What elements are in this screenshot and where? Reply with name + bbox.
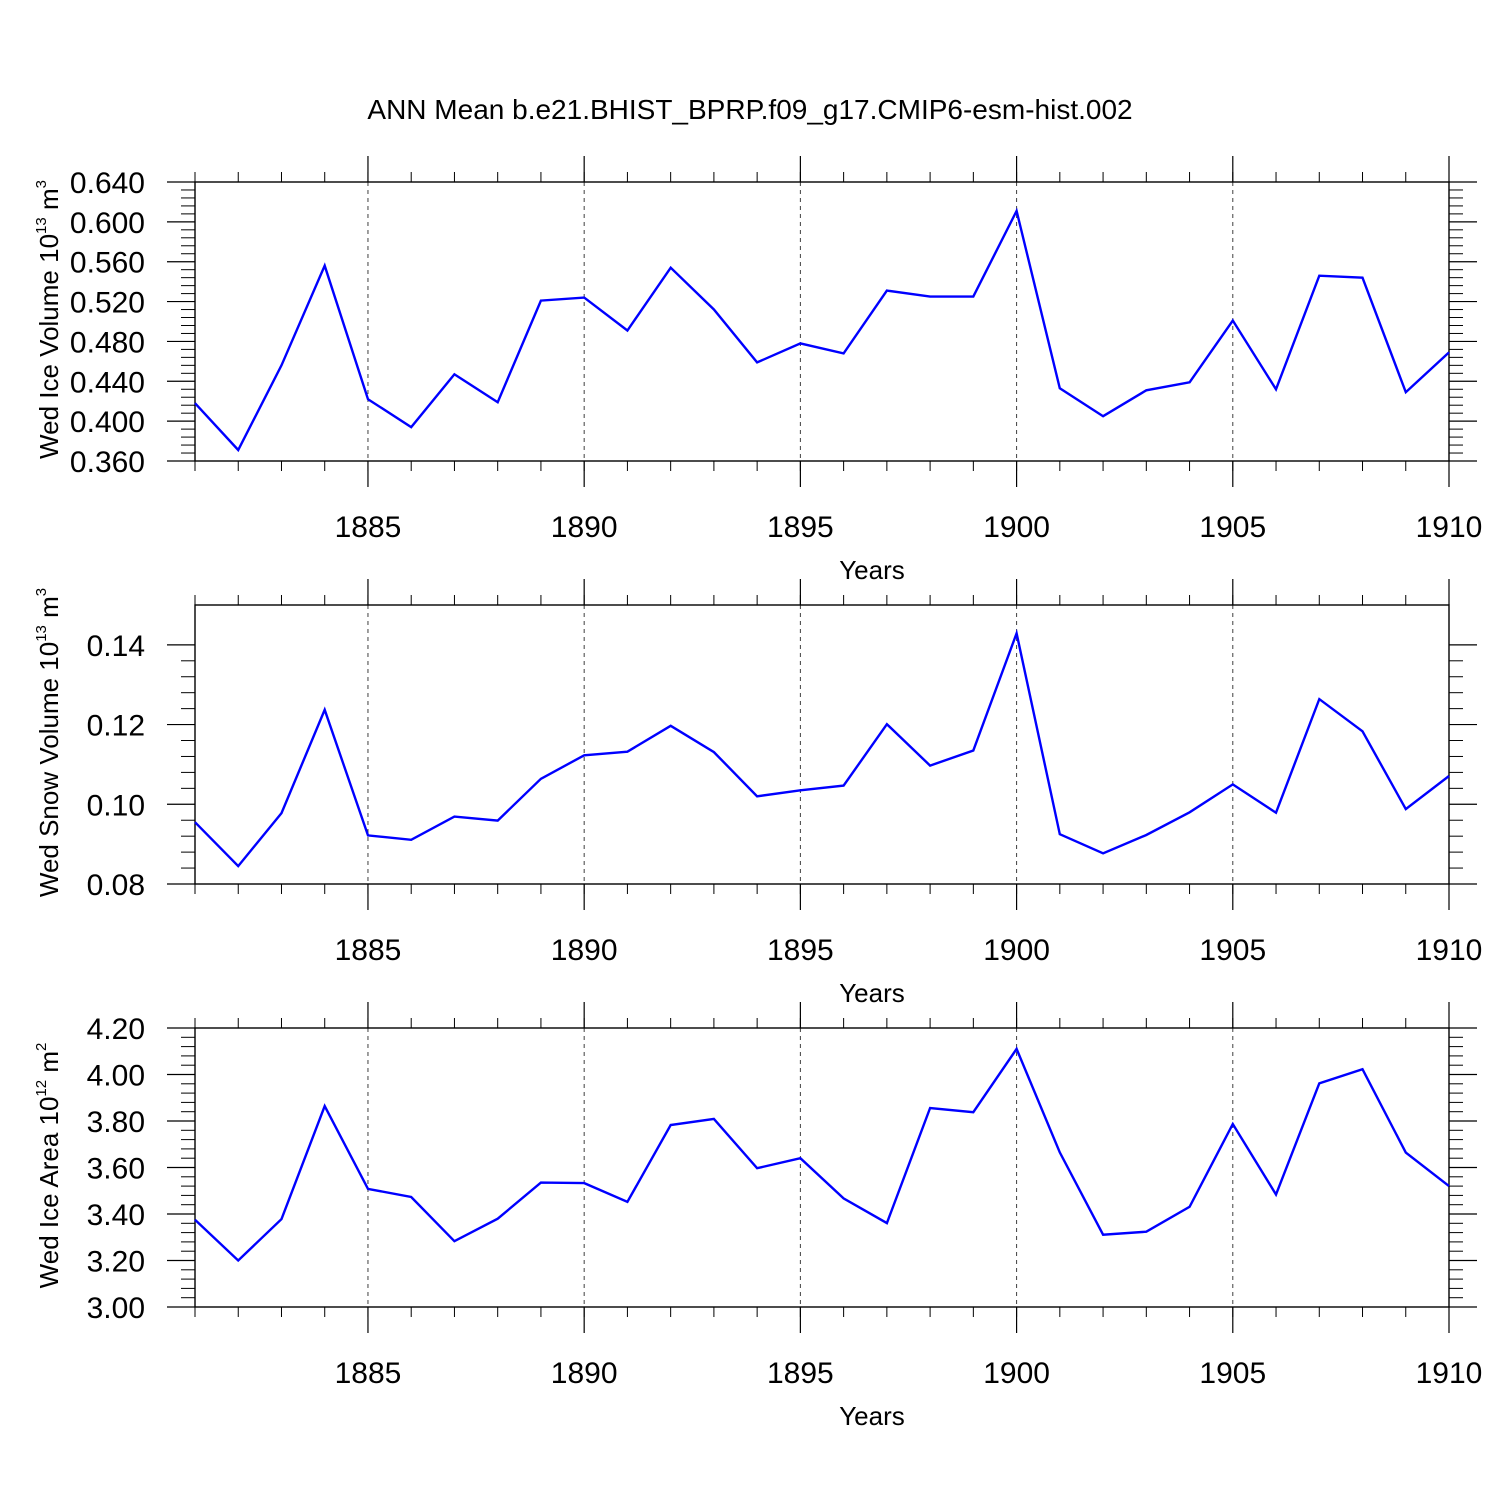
y-tick-label: 3.00 (87, 1292, 145, 1325)
y-tick-label: 0.520 (70, 287, 145, 320)
series-line (194, 1046, 1450, 1263)
x-tick-label: 1900 (983, 511, 1050, 544)
x-tick-label: 1910 (1416, 511, 1483, 544)
y-tick-label: 0.440 (70, 366, 145, 399)
x-tick-label: 1910 (1416, 1357, 1483, 1390)
x-axis-title: Years (839, 1401, 905, 1431)
plot-frame (194, 1027, 1450, 1308)
plot-frame (194, 604, 1450, 885)
y-axis-title: Wed Ice Volume 1013 m3 (33, 180, 64, 459)
x-tick-label: 1900 (983, 1357, 1050, 1390)
y-tick-label: 4.20 (87, 1013, 145, 1046)
y-tick-label: 0.08 (87, 869, 145, 902)
x-tick-label: 1885 (335, 934, 402, 967)
y-tick-label: 0.12 (87, 710, 145, 743)
x-axis-title: Years (839, 555, 905, 585)
y-tick-label: 0.640 (70, 167, 145, 200)
x-axis-title: Years (839, 978, 905, 1008)
y-tick-label: 0.480 (70, 326, 145, 359)
x-tick-label: 1885 (335, 511, 402, 544)
x-tick-label: 1895 (767, 511, 834, 544)
y-tick-label: 0.360 (70, 446, 145, 479)
y-tick-label: 3.60 (87, 1153, 145, 1186)
chart-panel-2: 1885 1890 1895 1900 1905 1910 0.08 0.10 0.12 0.14… (33, 579, 1482, 1008)
chart-panel-1: 1885 1890 1895 1900 1905 1910 0.360 0.400 0.440 0… (33, 156, 1482, 585)
x-tick-label: 1895 (767, 934, 834, 967)
x-tick-label: 1885 (335, 1357, 402, 1390)
x-tick-label: 1890 (551, 934, 618, 967)
x-tick-label: 1905 (1199, 934, 1266, 967)
x-tick-label: 1890 (551, 1357, 618, 1390)
y-tick-label: 0.560 (70, 247, 145, 280)
y-tick-label: 0.14 (87, 630, 145, 663)
x-tick-label: 1900 (983, 934, 1050, 967)
y-tick-label: 4.00 (87, 1060, 145, 1093)
x-tick-label: 1905 (1199, 511, 1266, 544)
plot-frame (194, 181, 1450, 462)
chart-panel-3: 1885 1890 1895 1900 1905 1910 3.00 3.20 3.40 3.60… (33, 1002, 1482, 1431)
y-tick-label: 3.20 (87, 1246, 145, 1279)
y-tick-label: 0.10 (87, 789, 145, 822)
x-tick-label: 1895 (767, 1357, 834, 1390)
x-tick-label: 1890 (551, 511, 618, 544)
y-axis-title: Wed Snow Volume 1013 m3 (33, 588, 64, 897)
figure-title: ANN Mean b.e21.BHIST_BPRP.f09_g17.CMIP6-… (367, 94, 1132, 125)
x-tick-label: 1910 (1416, 934, 1483, 967)
series-line (194, 629, 1450, 868)
panels: 1885 1890 1895 1900 1905 1910 0.360 0.400 0.440 0… (33, 156, 1482, 1431)
x-tick-label: 1905 (1199, 1357, 1266, 1390)
y-axis-title: Wed Ice Area 1012 m2 (33, 1043, 64, 1289)
series-line (194, 207, 1450, 453)
y-tick-label: 0.400 (70, 406, 145, 439)
y-tick-label: 0.600 (70, 207, 145, 240)
y-tick-label: 3.80 (87, 1106, 145, 1139)
y-tick-label: 3.40 (87, 1199, 145, 1232)
